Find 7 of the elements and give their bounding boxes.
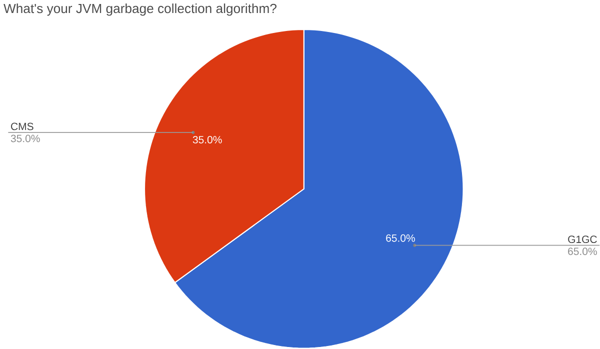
slice-label: CMS bbox=[11, 122, 34, 130]
data-label: 65.0% bbox=[386, 234, 415, 242]
text: 65.0% bbox=[568, 248, 597, 256]
data-label: 35.0% bbox=[192, 136, 222, 144]
text: 35.0% bbox=[10, 134, 40, 142]
chart-title: What's your JVM garbage collection algorithm? bbox=[4, 4, 276, 16]
slice-label: G1GC bbox=[568, 236, 597, 244]
